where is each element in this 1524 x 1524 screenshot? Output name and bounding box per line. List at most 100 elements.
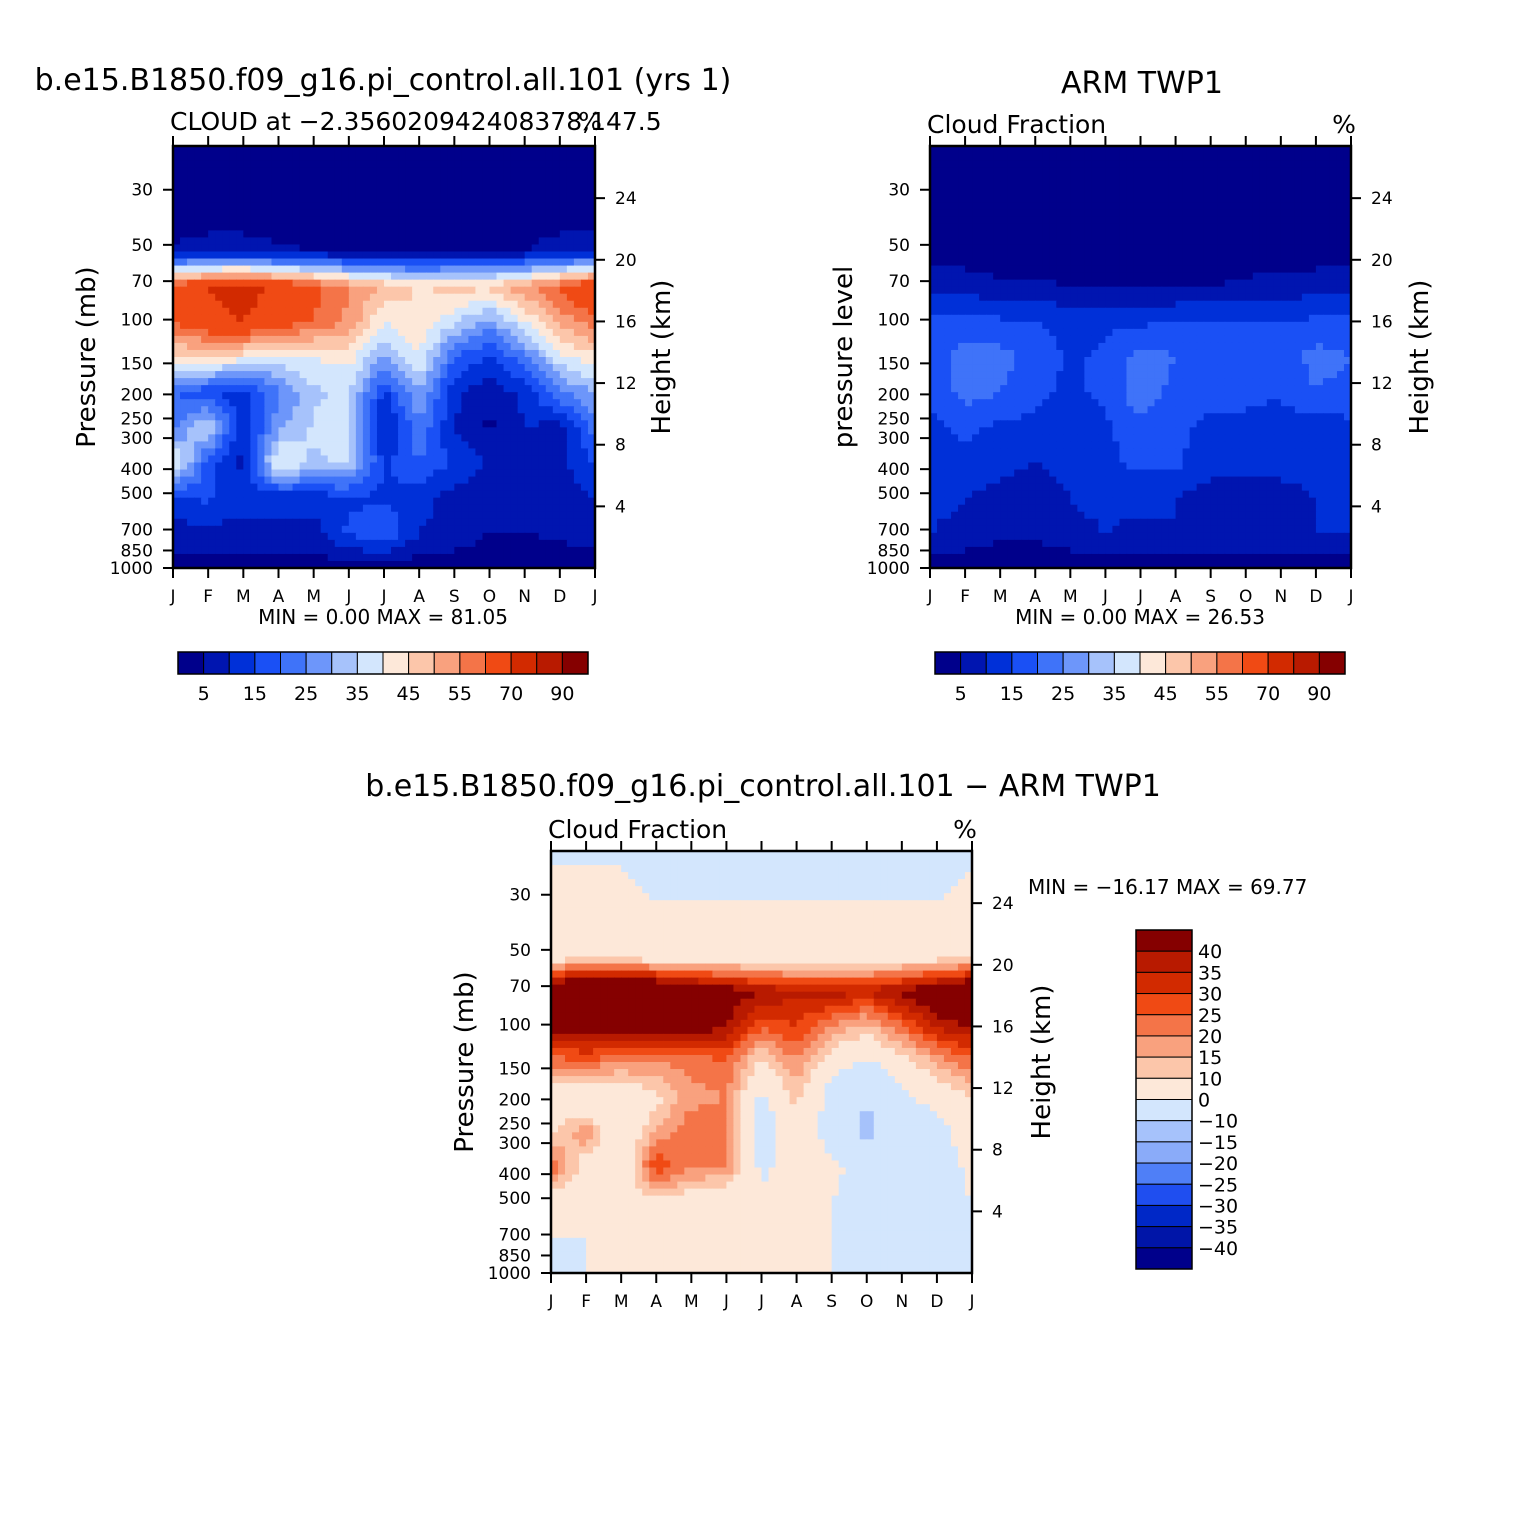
field-cell — [1133, 286, 1142, 295]
field-cell — [264, 265, 273, 274]
field-cell — [1203, 181, 1212, 189]
field-cell — [951, 181, 959, 189]
field-cell — [243, 202, 251, 210]
field-cell — [972, 195, 980, 203]
field-cell — [1280, 258, 1289, 267]
field-cell — [524, 539, 533, 548]
field-cell — [1070, 209, 1078, 217]
field-cell — [426, 328, 434, 337]
field-cell — [517, 160, 526, 168]
field-cell — [320, 406, 329, 414]
field-cell — [299, 469, 308, 478]
field-cell — [1217, 230, 1226, 239]
field-cell — [1280, 167, 1289, 175]
field-cell — [573, 286, 582, 295]
field-cell — [496, 293, 505, 302]
field-cell — [222, 265, 230, 274]
field-cell — [531, 441, 540, 450]
field-cell — [278, 300, 287, 309]
field-cell — [1021, 293, 1029, 302]
field-cell — [951, 216, 959, 224]
field-cell — [306, 406, 315, 414]
field-cell — [475, 420, 484, 428]
field-cell — [1028, 181, 1036, 189]
field-cell — [461, 504, 469, 513]
field-cell — [461, 300, 469, 309]
field-cell — [496, 518, 505, 527]
field-cell — [1000, 293, 1008, 302]
field-cell — [531, 153, 540, 161]
field-cell — [986, 244, 994, 253]
field-cell — [1175, 223, 1184, 231]
field-cell — [341, 455, 350, 464]
field-cell — [1077, 279, 1085, 288]
field-cell — [1091, 160, 1099, 168]
field-cell — [965, 237, 973, 246]
field-cell — [369, 399, 378, 407]
field-cell — [313, 378, 322, 386]
field-cell — [979, 230, 987, 239]
field-cell — [566, 188, 575, 196]
field-cell — [1077, 146, 1085, 154]
field-cell — [1322, 237, 1331, 246]
field-cell — [1147, 265, 1156, 274]
field-cell — [958, 237, 966, 246]
field-cell — [222, 349, 230, 358]
field-cell — [496, 469, 505, 478]
field-cell — [320, 335, 329, 344]
field-cell — [1091, 251, 1099, 260]
field-cell — [334, 441, 343, 450]
field-cell — [1063, 244, 1071, 253]
field-cell — [1189, 286, 1198, 295]
field-cell — [208, 160, 216, 168]
field-cell — [517, 553, 526, 562]
field-cell — [979, 258, 987, 267]
field-cell — [299, 490, 308, 499]
field-cell — [1280, 230, 1289, 239]
field-cell — [1182, 237, 1191, 246]
field-cell — [517, 307, 526, 316]
field-cell — [391, 335, 399, 344]
field-cell — [419, 448, 427, 457]
field-cell — [341, 244, 350, 253]
field-cell — [306, 476, 315, 485]
field-cell — [1140, 279, 1149, 288]
field-cell — [341, 546, 350, 555]
field-cell — [215, 230, 223, 239]
field-cell — [1182, 160, 1191, 168]
field-cell — [320, 469, 329, 478]
field-cell — [517, 251, 526, 260]
field-cell — [376, 560, 385, 569]
field-cell — [1021, 272, 1029, 281]
field-cell — [489, 272, 498, 281]
field-cell — [215, 469, 223, 478]
field-cell — [299, 378, 308, 386]
field-cell — [475, 300, 484, 309]
field-cell — [341, 174, 350, 182]
field-cell — [1063, 174, 1071, 182]
field-cell — [461, 511, 469, 520]
field-cell — [545, 539, 554, 548]
field-cell — [587, 448, 596, 457]
field-cell — [1112, 237, 1121, 246]
field-cell — [1126, 174, 1135, 182]
field-cell — [271, 286, 280, 295]
panel-2-field — [930, 146, 1352, 569]
field-cell — [475, 490, 484, 499]
field-cell — [1126, 153, 1135, 161]
field-cell — [285, 483, 294, 492]
field-cell — [524, 349, 533, 358]
field-cell — [489, 195, 498, 203]
field-cell — [440, 188, 448, 196]
field-cell — [580, 230, 589, 239]
field-cell — [958, 279, 966, 288]
field-cell — [405, 413, 413, 421]
field-cell — [496, 223, 505, 231]
field-cell — [552, 462, 561, 471]
field-cell — [468, 321, 477, 330]
field-cell — [958, 216, 966, 224]
field-cell — [419, 349, 427, 358]
field-cell — [355, 518, 364, 527]
field-cell — [426, 525, 434, 534]
field-cell — [194, 553, 202, 562]
